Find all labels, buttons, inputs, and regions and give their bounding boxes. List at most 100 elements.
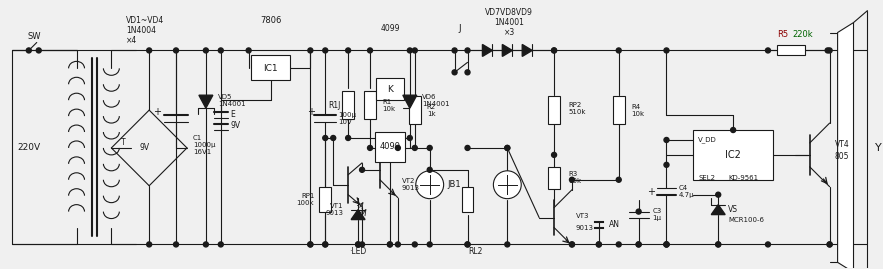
Circle shape — [359, 242, 365, 247]
Circle shape — [505, 146, 509, 150]
Circle shape — [636, 242, 641, 247]
Circle shape — [359, 167, 365, 172]
Text: VS: VS — [728, 205, 738, 214]
Circle shape — [407, 136, 412, 140]
Circle shape — [827, 242, 832, 247]
Circle shape — [203, 242, 208, 247]
Bar — [548, 96, 560, 124]
Circle shape — [323, 136, 328, 140]
Text: IC1: IC1 — [263, 64, 278, 73]
Bar — [777, 45, 804, 55]
Circle shape — [664, 48, 669, 53]
Circle shape — [664, 242, 669, 247]
Circle shape — [396, 242, 400, 247]
Polygon shape — [838, 23, 854, 269]
Text: MCR100-6: MCR100-6 — [728, 217, 764, 222]
Text: VT4: VT4 — [834, 140, 849, 150]
Polygon shape — [502, 44, 512, 56]
Text: VT3: VT3 — [576, 213, 590, 219]
Text: RP2
510k: RP2 510k — [568, 102, 585, 115]
Text: VD1~VD4: VD1~VD4 — [126, 16, 164, 25]
Circle shape — [465, 70, 470, 75]
Circle shape — [427, 242, 432, 247]
Text: VT2
9013: VT2 9013 — [402, 178, 419, 191]
Circle shape — [552, 153, 556, 157]
Text: R2
1k: R2 1k — [426, 104, 436, 117]
Circle shape — [465, 242, 470, 247]
Circle shape — [636, 209, 641, 214]
Circle shape — [716, 242, 721, 247]
Circle shape — [766, 242, 771, 247]
Circle shape — [412, 48, 418, 53]
Circle shape — [427, 167, 432, 172]
Circle shape — [345, 136, 351, 140]
Circle shape — [356, 242, 360, 247]
Circle shape — [427, 146, 432, 150]
Circle shape — [664, 242, 669, 247]
Circle shape — [396, 146, 400, 150]
Text: VD6
1N4001: VD6 1N4001 — [422, 94, 449, 107]
Text: +: + — [153, 107, 161, 117]
Circle shape — [147, 48, 152, 53]
Circle shape — [664, 137, 669, 143]
Text: T: T — [121, 139, 125, 147]
Text: AN: AN — [608, 220, 620, 229]
Text: 100μ
10V: 100μ 10V — [338, 112, 356, 125]
Circle shape — [552, 48, 556, 53]
Circle shape — [367, 146, 373, 150]
Circle shape — [147, 242, 152, 247]
Circle shape — [37, 48, 41, 52]
Circle shape — [636, 242, 641, 247]
Text: C1
1000μ
16V1: C1 1000μ 16V1 — [193, 135, 215, 155]
Circle shape — [827, 48, 832, 53]
Circle shape — [388, 242, 392, 247]
Circle shape — [825, 48, 830, 53]
Text: R1J: R1J — [328, 101, 340, 110]
Text: ×3: ×3 — [503, 28, 515, 37]
Circle shape — [323, 242, 328, 247]
Circle shape — [308, 48, 313, 53]
Circle shape — [246, 48, 251, 53]
Circle shape — [345, 48, 351, 53]
Circle shape — [616, 177, 622, 182]
Circle shape — [452, 48, 457, 53]
Circle shape — [664, 242, 669, 247]
Circle shape — [664, 162, 669, 167]
Circle shape — [203, 48, 208, 53]
Text: Y: Y — [875, 143, 882, 153]
Text: VD5
1N4001: VD5 1N4001 — [218, 94, 245, 107]
Text: R4
10k: R4 10k — [631, 104, 645, 117]
Circle shape — [570, 177, 575, 182]
Circle shape — [218, 48, 223, 53]
Text: KD-9561: KD-9561 — [728, 175, 758, 181]
Circle shape — [388, 242, 392, 247]
Text: RL2: RL2 — [468, 247, 483, 256]
Bar — [548, 167, 560, 189]
Bar — [693, 130, 773, 180]
Circle shape — [452, 70, 457, 75]
Bar — [409, 96, 421, 124]
Circle shape — [552, 48, 556, 53]
Polygon shape — [711, 205, 725, 215]
Circle shape — [26, 48, 31, 53]
Text: VT1
9013: VT1 9013 — [325, 203, 343, 216]
Text: 1N4001: 1N4001 — [494, 18, 525, 27]
Text: R3
10k: R3 10k — [568, 171, 581, 184]
Circle shape — [308, 242, 313, 247]
Circle shape — [174, 48, 178, 53]
Circle shape — [465, 242, 470, 247]
Circle shape — [308, 242, 313, 247]
Bar — [613, 96, 624, 124]
Circle shape — [596, 242, 601, 247]
Text: ×4: ×4 — [126, 36, 138, 45]
Circle shape — [596, 242, 601, 247]
Text: IC2: IC2 — [725, 150, 741, 160]
Text: C3
1μ: C3 1μ — [653, 208, 661, 221]
Circle shape — [505, 242, 509, 247]
Circle shape — [412, 242, 418, 247]
Text: 9V: 9V — [140, 143, 149, 153]
Circle shape — [827, 242, 832, 247]
Circle shape — [26, 48, 31, 52]
Bar — [376, 78, 404, 100]
Text: ·LED: ·LED — [350, 247, 366, 256]
